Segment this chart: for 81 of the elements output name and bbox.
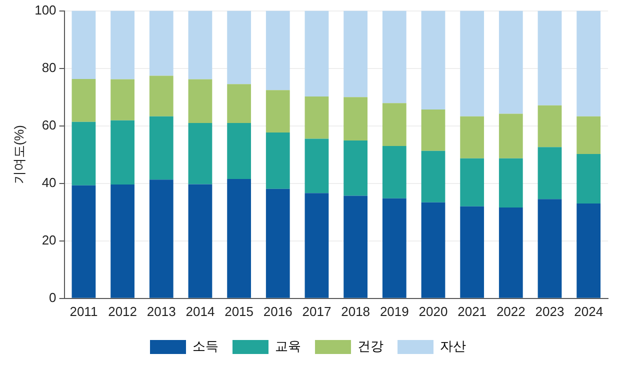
y-axis-title: 기여도(%) xyxy=(11,124,26,184)
bar xyxy=(538,10,562,106)
bar xyxy=(382,146,406,198)
x-tick-label: 2024 xyxy=(574,304,604,319)
bar xyxy=(460,10,484,116)
y-tick-label: 20 xyxy=(42,232,56,248)
bar xyxy=(227,84,251,123)
bar xyxy=(72,122,96,186)
bar xyxy=(110,79,134,120)
y-tick-label: 0 xyxy=(49,290,56,305)
bar xyxy=(188,10,212,80)
x-tick-label: 2015 xyxy=(224,304,254,319)
x-tick-label: 2012 xyxy=(108,304,138,319)
x-tick-label: 2014 xyxy=(186,304,215,319)
bar xyxy=(498,158,523,208)
bar xyxy=(266,188,290,298)
bar xyxy=(110,184,134,298)
legend-label: 교육 xyxy=(275,338,301,354)
bar xyxy=(266,132,290,189)
bar xyxy=(304,10,329,97)
bar xyxy=(421,150,446,202)
x-tick-label: 2013 xyxy=(146,304,176,319)
bar xyxy=(188,79,212,123)
bar xyxy=(498,10,523,114)
bar xyxy=(538,199,562,298)
legend-label: 건강 xyxy=(358,338,384,354)
bar xyxy=(576,154,601,204)
bar xyxy=(344,140,368,196)
bar xyxy=(460,116,484,158)
bar xyxy=(421,202,446,298)
bar xyxy=(188,184,212,298)
bar xyxy=(227,179,251,298)
bar xyxy=(498,114,523,158)
y-tick-label: 40 xyxy=(42,174,56,190)
bar xyxy=(460,206,484,298)
bar xyxy=(72,10,96,79)
bar xyxy=(344,97,368,141)
x-tick-label: 2017 xyxy=(302,304,332,319)
x-tick-label: 2022 xyxy=(496,304,526,319)
bar xyxy=(110,120,134,185)
bar xyxy=(304,193,329,298)
bar xyxy=(227,122,251,180)
bar xyxy=(304,138,329,194)
bar xyxy=(576,10,601,116)
bar xyxy=(266,90,290,132)
bar xyxy=(149,116,174,180)
bar xyxy=(382,10,406,104)
x-tick-label: 2019 xyxy=(380,304,409,319)
legend-label: 소득 xyxy=(192,338,218,354)
bar xyxy=(576,116,601,154)
x-tick-label: 2011 xyxy=(70,304,98,319)
bar xyxy=(538,105,562,148)
bar xyxy=(110,10,134,80)
bar xyxy=(266,10,290,90)
bar xyxy=(304,96,329,139)
bar xyxy=(149,76,174,116)
bar xyxy=(460,158,484,206)
bar xyxy=(344,10,368,98)
bar xyxy=(538,147,562,200)
y-tick-label: 60 xyxy=(42,117,56,132)
bar xyxy=(421,109,446,151)
bar xyxy=(188,122,212,184)
y-tick-label: 100 xyxy=(34,2,56,18)
x-tick-label: 2020 xyxy=(418,304,448,319)
bar xyxy=(344,196,368,298)
bar xyxy=(149,10,174,76)
bar xyxy=(498,208,523,298)
bar xyxy=(72,78,96,122)
x-tick-label: 2016 xyxy=(263,304,292,319)
bar xyxy=(421,10,446,110)
legend-label: 자산 xyxy=(440,338,466,354)
bar xyxy=(72,185,96,298)
x-tick-label: 2018 xyxy=(341,304,370,319)
bar xyxy=(382,198,406,298)
bar xyxy=(149,180,174,298)
bar xyxy=(576,203,601,298)
bar xyxy=(227,10,251,84)
x-tick-label: 2021 xyxy=(458,304,487,319)
y-tick-label: 80 xyxy=(42,60,56,75)
bar xyxy=(382,103,406,146)
x-tick-label: 2023 xyxy=(535,304,564,319)
